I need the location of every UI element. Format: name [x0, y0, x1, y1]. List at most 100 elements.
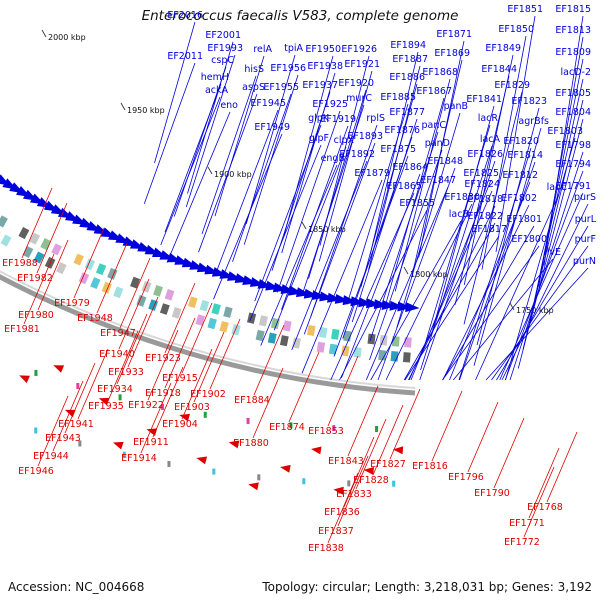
forward-leader-line [496, 225, 589, 381]
forward-gene-label: EF1851 [507, 4, 543, 15]
forward-gene-label: EF1950 [305, 44, 341, 55]
cog-color-band [292, 337, 301, 349]
cog-color-band [306, 324, 316, 336]
cog-color-band [73, 253, 84, 266]
inner-feature-mark [289, 422, 293, 429]
forward-leader-line [458, 147, 532, 381]
inner-feature-mark [246, 417, 250, 424]
forward-leader-line [495, 15, 536, 253]
cog-color-band [130, 276, 141, 289]
forward-gene-label: EF1823 [511, 96, 547, 107]
reverse-gene-label: EF1918 [145, 388, 181, 399]
reverse-gene-arrow [196, 456, 208, 465]
forward-gene-label: tpiA [284, 43, 303, 54]
scale-label: 1850 kbp [308, 225, 346, 234]
backbone-ring [0, 274, 416, 396]
forward-gene-label: EF1867 [416, 86, 452, 97]
forward-leader-line [403, 222, 496, 381]
forward-leader-line [475, 193, 560, 381]
forward-gene-label: hemH [201, 72, 229, 83]
forward-gene-label: EF1801 [506, 214, 542, 225]
forward-gene-label: EF1812 [502, 170, 538, 181]
cog-color-band [95, 263, 107, 276]
forward-leader-line [394, 78, 451, 292]
forward-leader-line [249, 144, 322, 322]
forward-leader-line [346, 103, 409, 305]
cog-color-band [40, 238, 51, 251]
reverse-leader-line [181, 302, 213, 374]
cog-color-band [101, 281, 112, 294]
inner-feature-mark [347, 480, 351, 487]
forward-gene-label: EF1791 [555, 181, 591, 192]
reverse-gene-label: EF1828 [353, 475, 389, 486]
inner-feature-mark [392, 480, 396, 487]
cog-color-band [164, 288, 175, 301]
cog-color-band [0, 228, 1, 241]
scale-label: 1950 kbp [127, 106, 165, 115]
forward-gene-label: EF1800 [511, 234, 547, 245]
forward-gene-label: EF1919 [320, 114, 356, 125]
forward-leader-line [276, 110, 341, 293]
forward-leader-line [166, 111, 231, 263]
forward-leader-line [214, 55, 265, 217]
forward-leader-line [330, 192, 415, 381]
reverse-leader-line [107, 330, 139, 402]
reverse-leader-line [96, 242, 128, 314]
forward-leader-line [318, 70, 373, 262]
forward-gene-label: EF1877 [389, 107, 425, 118]
cog-color-band [316, 341, 326, 353]
forward-leader-line [215, 109, 279, 275]
forward-leader-line [442, 225, 535, 381]
reverse-gene-label: EF1922 [128, 400, 164, 411]
inner-feature-mark [34, 369, 38, 376]
forward-leader-line [164, 83, 222, 233]
forward-gene-label: EF1815 [555, 4, 591, 15]
forward-gene-label: lacC [547, 182, 568, 193]
backbone-highlight [0, 270, 416, 389]
cog-color-band [153, 285, 163, 297]
forward-gene-label: EF1850 [498, 24, 534, 35]
forward-leader-line [291, 160, 368, 351]
inner-feature-mark [167, 461, 171, 468]
reverse-gene-label: EF1941 [58, 419, 94, 430]
reverse-gene-label: EF1934 [97, 384, 133, 395]
reverse-gene-label: EF1902 [190, 389, 226, 400]
forward-gene-label: EF1830 [444, 192, 480, 203]
forward-gene-label: EF2001 [205, 30, 241, 41]
cog-color-band [223, 306, 233, 318]
forward-gene-label: lacD-2 [561, 67, 591, 78]
cog-color-band [404, 337, 412, 348]
forward-gene-label: EF1855 [399, 198, 435, 209]
reverse-gene-label: EF1880 [233, 438, 269, 449]
forward-gene-label: hisS [244, 64, 264, 75]
forward-gene-label: panD [425, 138, 450, 149]
forward-leader-line [517, 118, 584, 369]
reverse-gene-label: EF1843 [328, 456, 364, 467]
inner-feature-mark [212, 468, 216, 475]
reverse-gene-label: EF1988 [2, 258, 38, 269]
forward-leader-line [333, 155, 409, 357]
reverse-leader-line [327, 355, 359, 427]
forward-gene-label: EF1825 [463, 168, 499, 179]
forward-gene-label: EF1937 [302, 80, 338, 91]
reverse-gene-label: EF1874 [269, 422, 305, 433]
forward-gene-label: clpX [334, 135, 355, 146]
forward-leader-line [411, 59, 463, 276]
forward-gene-label: cspC [211, 55, 234, 66]
reverse-leader-line [77, 348, 109, 420]
cog-color-band [378, 349, 387, 361]
forward-gene-label: EF1829 [494, 80, 530, 91]
reverse-gene-label: EF1768 [527, 502, 563, 513]
inner-feature-mark [302, 478, 306, 485]
forward-leader-line [449, 181, 531, 381]
reverse-leader-line [389, 388, 421, 460]
forward-gene-label: EF1822 [467, 211, 503, 222]
forward-leader-line [454, 75, 510, 305]
cog-color-band [379, 334, 388, 346]
reverse-leader-line [164, 282, 196, 354]
genome-title: Enterococcus faecalis V583, complete gen… [141, 8, 459, 24]
reverse-gene-label: EF1816 [412, 461, 448, 472]
reverse-gene-label: EF1903 [174, 402, 210, 413]
forward-leader-line [459, 161, 536, 381]
forward-gene-label: EF1885 [380, 92, 416, 103]
